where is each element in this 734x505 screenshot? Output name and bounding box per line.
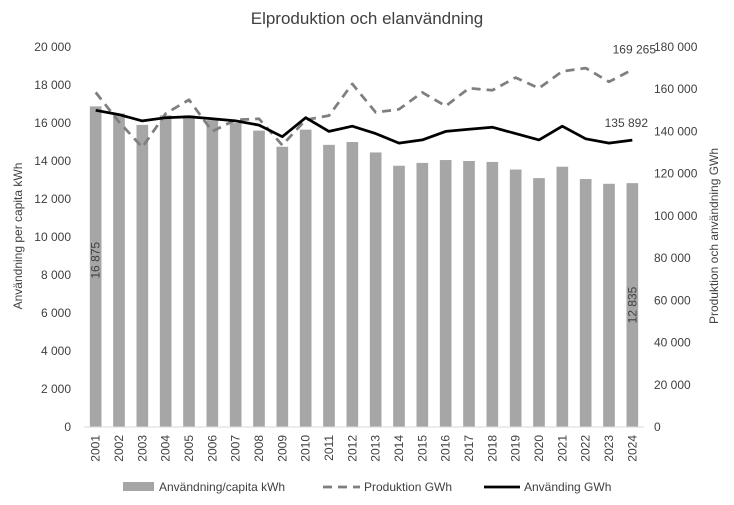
x-tick-label: 2014	[392, 435, 406, 462]
x-tick-label: 2001	[89, 435, 103, 462]
left-tick-label: 8 000	[41, 268, 71, 282]
bar-2017	[463, 161, 475, 427]
bar-first-label: 16 875	[89, 242, 103, 279]
right-tick-label: 60 000	[654, 293, 691, 307]
bar-2024	[626, 183, 639, 427]
line-series	[94, 66, 633, 149]
bar-last-label: 12 835	[625, 286, 639, 323]
left-axis-ticks: 0 2 000 4 000 6 000 8 000 10 000 12 000 14 000 1…	[34, 40, 71, 434]
legend-label-production: Produktion GWh	[364, 480, 452, 494]
bar-2002	[113, 113, 125, 427]
x-tick-label: 2022	[579, 435, 593, 462]
left-tick-label: 0	[64, 420, 71, 434]
x-tick-label: 2024	[625, 435, 639, 462]
x-tick-label: 2011	[322, 435, 336, 461]
x-tick-label: 2019	[509, 435, 523, 462]
bar-2019	[509, 169, 522, 428]
bar-2016	[439, 160, 452, 428]
left-tick-label: 20 000	[34, 40, 71, 54]
bar-2001	[89, 106, 102, 427]
x-tick-label: 2012	[345, 435, 359, 462]
production-last-label: 169 265	[613, 43, 657, 57]
x-tick-label: 2017	[462, 435, 476, 462]
left-tick-label: 18 000	[34, 78, 71, 92]
bar-2014	[393, 165, 405, 427]
bar-2013	[369, 152, 382, 427]
right-tick-label: 80 000	[654, 251, 691, 265]
bar-2007	[229, 123, 242, 427]
left-tick-label: 6 000	[41, 306, 71, 320]
usage-last-label: 135 892	[605, 116, 649, 130]
right-tick-label: 40 000	[654, 336, 691, 350]
legend-label-bar: Användning/capita kWh	[159, 480, 285, 494]
x-tick-label: 2003	[135, 435, 149, 462]
right-tick-label: 0	[654, 420, 661, 434]
right-tick-label: 120 000	[654, 167, 698, 181]
x-tick-label: 2009	[275, 435, 289, 462]
usage-line	[95, 108, 633, 145]
left-tick-label: 2 000	[41, 382, 71, 396]
x-tick-label: 2015	[415, 435, 429, 462]
left-axis-title: Användning per capita kWh	[11, 163, 25, 310]
data-labels: 16 875 12 835 169 265 135 892	[89, 43, 657, 324]
bar-2010	[299, 129, 312, 427]
left-tick-label: 10 000	[34, 230, 71, 244]
left-tick-label: 12 000	[34, 192, 71, 206]
x-tick-label: 2018	[485, 435, 499, 462]
production-line	[94, 66, 633, 149]
x-tick-label: 2002	[112, 435, 126, 462]
x-tick-label: 2006	[205, 435, 219, 462]
right-tick-label: 180 000	[654, 40, 698, 54]
x-tick-label: 2005	[182, 435, 196, 462]
x-tick-label: 2008	[252, 435, 266, 462]
legend: Användning/capita kWh Produktion GWh Använ…	[123, 480, 611, 494]
left-tick-label: 4 000	[41, 344, 71, 358]
x-tick-label: 2013	[369, 435, 383, 462]
bar-2008	[253, 130, 265, 427]
bar-2006	[206, 120, 219, 428]
bar-2009	[276, 146, 289, 427]
bar-2022	[579, 179, 592, 427]
bar-2018	[486, 161, 499, 427]
left-tick-label: 16 000	[34, 116, 71, 130]
legend-swatch-bar	[123, 482, 154, 491]
bar-2005	[183, 115, 195, 428]
right-axis-ticks: 0 20 000 40 000 60 000 80 000 100 000 120 000 1…	[654, 40, 698, 434]
bar-2011	[323, 144, 335, 427]
x-tick-label: 2021	[555, 435, 569, 462]
bar-2012	[346, 142, 359, 427]
legend-label-usage: Använding GWh	[524, 480, 611, 494]
x-tick-label: 2010	[299, 435, 313, 462]
x-tick-label: 2004	[159, 435, 173, 462]
bar-2023	[603, 183, 615, 427]
bar-2003	[136, 124, 149, 428]
bar-2020	[533, 178, 545, 427]
x-tick-label: 2007	[229, 435, 243, 462]
bar-2015	[416, 162, 429, 427]
left-tick-label: 14 000	[34, 154, 71, 168]
right-tick-label: 140 000	[654, 124, 698, 138]
chart-title: Elproduktion och elanvändning	[251, 9, 484, 28]
right-tick-label: 160 000	[654, 82, 698, 96]
bar-2004	[159, 115, 172, 428]
right-tick-label: 20 000	[654, 378, 691, 392]
bars-series	[89, 106, 639, 428]
x-tick-label: 2016	[439, 435, 453, 462]
x-axis-ticks: 2001 2002 2003 2004 2005 2006 2007 2008 2009 2010…	[89, 435, 640, 462]
right-axis-title: Produktion och användning GWh	[707, 148, 721, 324]
x-tick-label: 2023	[602, 435, 616, 462]
right-tick-label: 100 000	[654, 209, 698, 223]
bar-2021	[556, 166, 569, 427]
x-tick-label: 2020	[532, 435, 546, 462]
